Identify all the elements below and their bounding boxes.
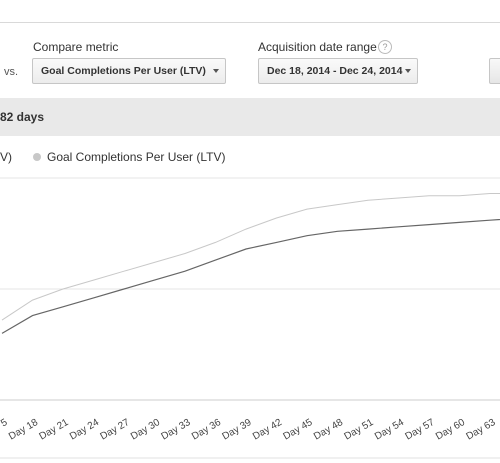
primary-series-line xyxy=(1,218,500,334)
x-tick-label: Day 51 xyxy=(343,417,376,443)
summary-text: 82 days xyxy=(0,110,45,124)
compare-metric-value: Goal Completions Per User (LTV) xyxy=(41,65,206,77)
x-tick-label: Day 45 xyxy=(282,417,315,443)
date-range-dropdown[interactable]: Dec 18, 2014 - Dec 24, 2014 xyxy=(258,58,418,84)
help-icon[interactable]: ? xyxy=(378,40,392,54)
x-tick-label: Day 24 xyxy=(68,417,101,443)
x-tick-label: Day 39 xyxy=(221,417,254,443)
date-range-label: Acquisition date range xyxy=(258,40,377,54)
legend-primary-fragment: V) xyxy=(0,150,12,164)
apply-button[interactable] xyxy=(489,58,500,84)
legend-secondary-swatch xyxy=(33,153,41,161)
top-panel xyxy=(0,0,500,23)
vs-label: vs. xyxy=(4,66,19,78)
date-range-value: Dec 18, 2014 - Dec 24, 2014 xyxy=(267,65,403,77)
x-tick-label: Day 18 xyxy=(7,417,40,443)
x-tick-label: Day 54 xyxy=(373,417,406,443)
x-tick-label: Day 33 xyxy=(160,417,193,443)
x-tick-label: Day 60 xyxy=(434,417,467,443)
x-tick-label: Day 30 xyxy=(129,417,162,443)
x-tick-label: Day 57 xyxy=(404,417,437,443)
legend-secondary-label: Goal Completions Per User (LTV) xyxy=(47,150,226,164)
compare-metric-label: Compare metric xyxy=(33,40,119,54)
chevron-down-icon xyxy=(213,69,219,73)
x-tick-label: Day 42 xyxy=(251,417,284,443)
compare-metric-dropdown[interactable]: Goal Completions Per User (LTV) xyxy=(32,58,226,84)
x-tick-label: Day 21 xyxy=(38,417,71,443)
secondary-series-line xyxy=(1,193,500,321)
x-tick-label: Day 63 xyxy=(465,417,498,443)
x-tick-label: Day 48 xyxy=(312,417,345,443)
x-tick-label: Day 27 xyxy=(99,417,132,443)
summary-band xyxy=(0,98,500,136)
chevron-down-icon xyxy=(405,69,411,73)
x-tick-label: 5 xyxy=(0,417,10,430)
x-tick-label: Day 36 xyxy=(190,417,223,443)
